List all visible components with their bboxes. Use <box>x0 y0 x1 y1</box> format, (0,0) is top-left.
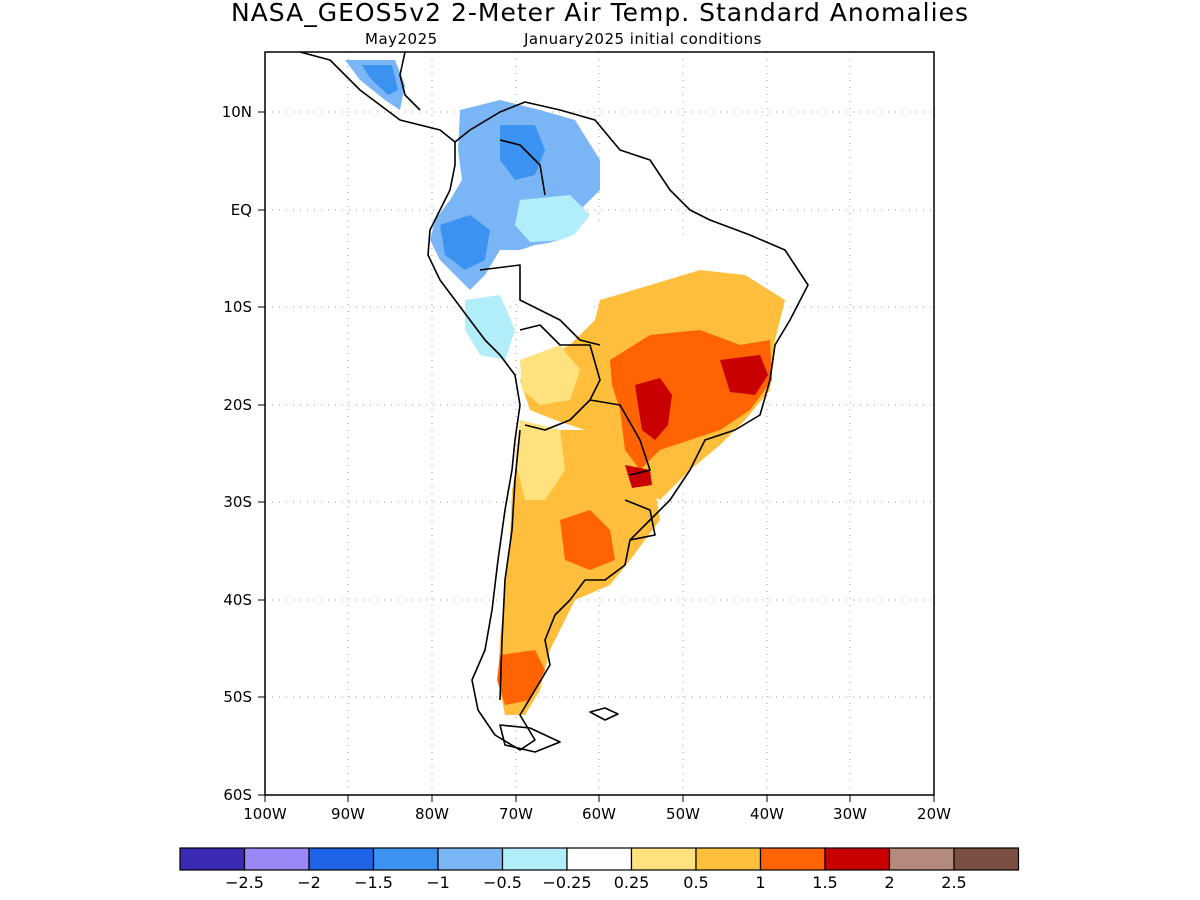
lat-label: 10N <box>222 103 252 121</box>
colorbar-label: 1.5 <box>812 873 837 892</box>
colorbar-label: 1 <box>755 873 765 892</box>
colorbar-swatch <box>630 847 697 871</box>
colorbar-swatch <box>308 847 375 871</box>
border-bolivia <box>519 324 601 431</box>
border-peru-brazil <box>479 264 601 346</box>
colorbar-swatch <box>501 847 568 871</box>
lat-label: 40S <box>223 591 252 609</box>
lon-label: 80W <box>415 805 449 823</box>
lat-label: 30S <box>223 493 252 511</box>
falklands <box>589 707 619 721</box>
colorbar-label: −0.25 <box>542 873 591 892</box>
slight-warm-patch <box>515 420 565 500</box>
lon-label: 20W <box>917 805 951 823</box>
lon-label: 50W <box>666 805 700 823</box>
border-argentina-chile <box>499 429 521 701</box>
hot-region-patagonia <box>497 650 545 705</box>
init-conditions-label: January2025 initial conditions <box>524 30 762 48</box>
lon-label: 90W <box>331 805 365 823</box>
lat-label: EQ <box>231 201 252 219</box>
cold-central-america <box>362 65 398 95</box>
valid-month-label: May2025 <box>365 30 438 48</box>
neutral-amazon <box>500 225 700 330</box>
colorbar-swatch <box>759 847 826 871</box>
slight-cool-patch-1 <box>515 195 590 242</box>
colorbar-label: 0.5 <box>683 873 708 892</box>
lon-label: 30W <box>833 805 867 823</box>
colorbar-label: 2 <box>884 873 894 892</box>
colorbar-label: −1 <box>426 873 450 892</box>
anomaly-shading <box>345 60 785 715</box>
colorbar-swatch <box>824 847 891 871</box>
colorbar-label: 0.25 <box>614 873 650 892</box>
colorbar-swatch <box>179 847 246 871</box>
cold-patch-colombia <box>500 125 545 180</box>
coastlines <box>299 51 809 753</box>
map-panel <box>264 51 935 796</box>
very-hot-region-1 <box>635 378 672 440</box>
tierra-del-fuego <box>499 724 561 753</box>
border-uruguay <box>624 499 656 541</box>
caribbean-coast <box>399 51 421 111</box>
map-title: NASA_GEOS5v2 2-Meter Air Temp. Standard … <box>231 0 969 27</box>
colorbar: −2.5 −2 −1.5 −1 −0.5 −0.25 0.25 0.5 1 1.5 2 2.5 <box>179 847 1020 892</box>
very-hot-region-2 <box>720 355 768 395</box>
colorbar-label: 2.5 <box>941 873 966 892</box>
slight-cool-patch-2 <box>465 295 515 360</box>
lat-label: 10S <box>223 298 252 316</box>
colorbar-label: −1.5 <box>354 873 393 892</box>
colorbar-label: −0.5 <box>483 873 522 892</box>
lat-label: 20S <box>223 396 252 414</box>
border-brazil-paraguay <box>589 399 651 476</box>
lon-label: 40W <box>750 805 784 823</box>
hot-region-argentina <box>560 510 615 570</box>
border-colombia-venezuela <box>499 139 546 196</box>
lat-axis: 10N EQ 10S 20S 30S 40S 50S 60S <box>222 103 265 804</box>
cold-patch-ecuador <box>440 215 490 270</box>
colorbar-swatch <box>695 847 762 871</box>
colorbar-swatch <box>372 847 439 871</box>
central-america-coast <box>299 51 456 143</box>
colorbar-swatch <box>566 847 633 871</box>
south-america-coastline <box>427 101 809 751</box>
lon-label: 100W <box>243 805 287 823</box>
colorbar-swatch <box>888 847 955 871</box>
lon-label: 70W <box>499 805 533 823</box>
lat-label: 50S <box>223 688 252 706</box>
colorbar-label: −2.5 <box>225 873 264 892</box>
colorbar-swatch <box>243 847 310 871</box>
colorbar-swatch <box>437 847 504 871</box>
lon-axis: 100W 90W 80W 70W 60W 50W 40W 30W 20W <box>243 795 951 823</box>
lon-label: 60W <box>582 805 616 823</box>
warm-region-south <box>498 430 660 715</box>
colorbar-label: −2 <box>297 873 321 892</box>
lat-label: 60S <box>223 786 252 804</box>
colorbar-swatch <box>953 847 1020 871</box>
slight-warm-patch-2 <box>520 345 580 405</box>
